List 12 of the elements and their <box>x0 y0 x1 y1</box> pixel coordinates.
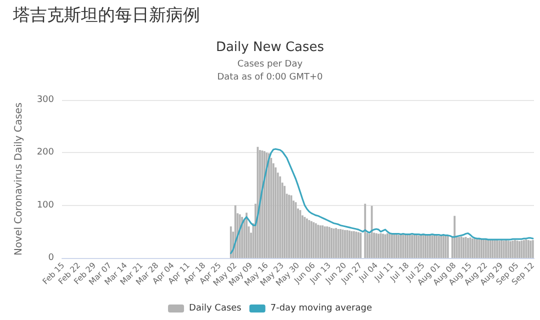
y-tick-label: 100 <box>36 200 54 210</box>
line-series <box>230 148 534 254</box>
y-axis-title: Novel Coronavirus Daily Cases <box>14 102 24 256</box>
legend-label: Daily Cases <box>189 304 242 314</box>
chart-subtitle: Daily New Cases <box>216 40 324 55</box>
text: Data as of 0:00 GMT+0 <box>217 72 324 82</box>
y-tick-label: 200 <box>36 148 54 158</box>
y-tick-label: 0 <box>48 253 54 263</box>
legend-label: 7-day moving average <box>270 304 372 314</box>
chart-title: 塔吉克斯坦的每日新病例 <box>12 6 200 26</box>
text: Cases per Day <box>237 60 304 70</box>
y-tick-label: 300 <box>36 95 54 105</box>
